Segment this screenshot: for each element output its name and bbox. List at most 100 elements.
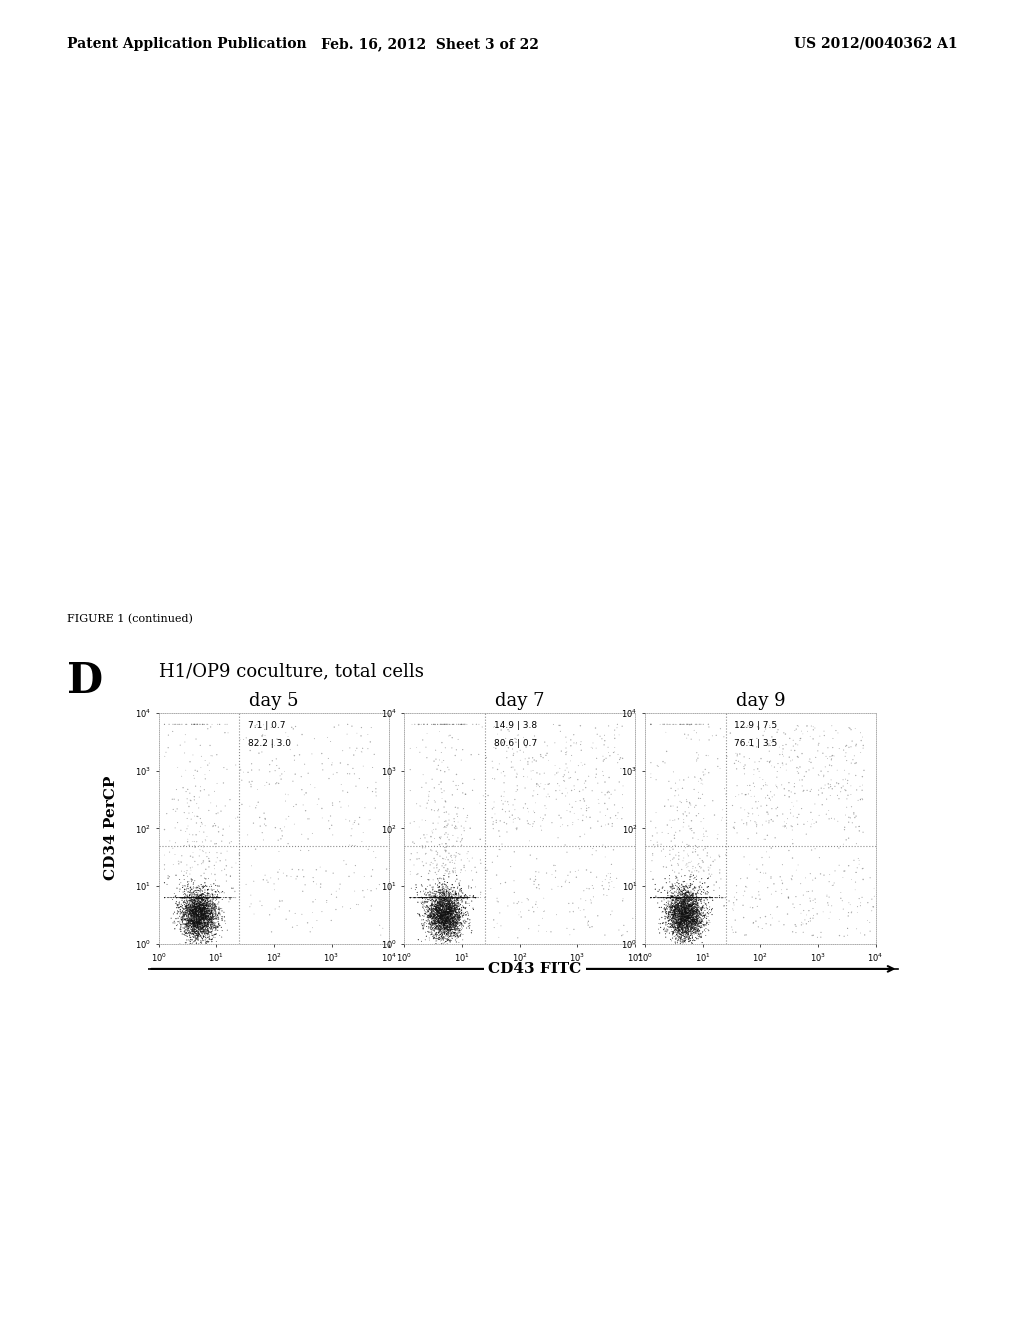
Point xyxy=(439,921,456,942)
Point xyxy=(183,904,200,925)
Point xyxy=(680,861,696,882)
Point xyxy=(196,906,212,927)
Point xyxy=(200,903,216,924)
Point xyxy=(433,888,450,909)
Point xyxy=(453,912,469,933)
Point xyxy=(676,912,692,933)
Point xyxy=(543,921,559,942)
Point xyxy=(420,906,436,927)
Point xyxy=(676,906,692,927)
Point xyxy=(179,915,196,936)
Point xyxy=(201,899,217,920)
Point xyxy=(664,904,680,925)
Point xyxy=(428,904,444,925)
Point xyxy=(672,912,688,933)
Point xyxy=(493,719,509,741)
Point xyxy=(193,911,209,932)
Point xyxy=(200,913,216,935)
Point xyxy=(585,878,601,899)
Point xyxy=(562,735,579,756)
Point xyxy=(431,859,447,880)
Point xyxy=(184,920,201,941)
Point xyxy=(670,933,686,954)
Point xyxy=(671,912,687,933)
Point xyxy=(578,771,594,792)
Point xyxy=(417,887,433,908)
Point xyxy=(669,924,685,945)
Point xyxy=(790,813,806,834)
Point xyxy=(674,879,690,900)
Point xyxy=(667,887,683,908)
Point xyxy=(185,899,202,920)
Point xyxy=(676,899,692,920)
Point xyxy=(440,887,457,908)
Point xyxy=(670,899,686,920)
Point xyxy=(442,898,459,919)
Point xyxy=(184,884,201,906)
Point xyxy=(179,887,196,908)
Point xyxy=(432,907,449,928)
Point xyxy=(362,809,379,830)
Point xyxy=(187,907,204,928)
Point xyxy=(453,887,469,908)
Point xyxy=(426,899,442,920)
Point xyxy=(202,904,218,925)
Point xyxy=(833,888,849,909)
Point xyxy=(748,791,764,812)
Point xyxy=(674,919,690,940)
Point xyxy=(427,886,443,907)
Point xyxy=(362,731,379,752)
Point xyxy=(429,842,445,863)
Point xyxy=(442,851,459,873)
Point xyxy=(488,912,505,933)
Point xyxy=(447,894,464,915)
Point xyxy=(193,899,209,920)
Point xyxy=(185,902,202,923)
Point xyxy=(443,903,460,924)
Point xyxy=(207,900,223,921)
Point xyxy=(680,924,696,945)
Point xyxy=(181,900,198,921)
Point xyxy=(663,880,679,902)
Point xyxy=(183,896,200,917)
Point xyxy=(200,890,216,911)
Point xyxy=(677,884,693,906)
Point xyxy=(840,925,856,946)
Point xyxy=(194,887,210,908)
Point xyxy=(189,883,206,904)
Point xyxy=(686,902,702,923)
Point xyxy=(444,921,461,942)
Point xyxy=(183,890,200,911)
Point xyxy=(184,842,201,863)
Point xyxy=(431,900,447,921)
Point xyxy=(460,916,476,937)
Point xyxy=(676,887,692,908)
Point xyxy=(676,714,692,735)
Point xyxy=(202,890,218,911)
Point xyxy=(673,899,689,920)
Point xyxy=(671,912,687,933)
Point xyxy=(436,883,453,904)
Point xyxy=(433,906,450,927)
Point xyxy=(678,906,694,927)
Point xyxy=(537,763,553,784)
Point xyxy=(669,902,685,923)
Point xyxy=(436,883,453,904)
Point xyxy=(645,887,662,908)
Point xyxy=(184,908,201,929)
Point xyxy=(524,816,541,837)
Point xyxy=(177,887,194,908)
Point xyxy=(438,911,455,932)
Point xyxy=(195,903,211,924)
Point xyxy=(443,900,460,921)
Point xyxy=(688,805,705,826)
Point xyxy=(168,779,184,800)
Point xyxy=(678,887,694,908)
Point xyxy=(188,908,205,929)
Point xyxy=(429,907,445,928)
Point xyxy=(484,813,501,834)
Point xyxy=(348,738,365,759)
Point xyxy=(202,891,218,912)
Point xyxy=(205,887,221,908)
Point xyxy=(193,887,209,908)
